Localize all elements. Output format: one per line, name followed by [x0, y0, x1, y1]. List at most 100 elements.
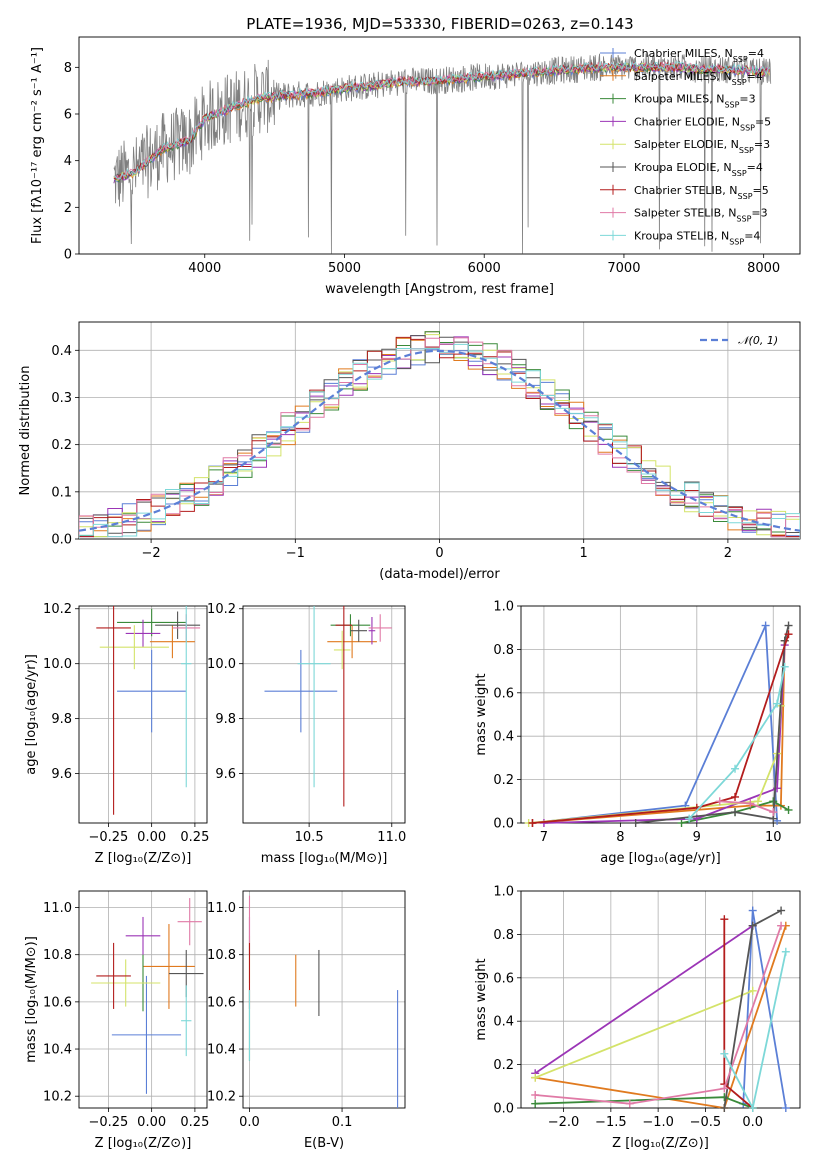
y-tick-label: 0.4	[51, 344, 72, 359]
x-tick-label: 0.25	[180, 1115, 209, 1130]
y-tick-label: 1.0	[493, 885, 514, 900]
x-tick-label: 9	[693, 830, 701, 845]
y-tick-label: 10.6	[43, 995, 72, 1010]
figure-title: PLATE=1936, MJD=53330, FIBERID=0263, z=0…	[246, 15, 633, 33]
y-tick-label: 11.0	[43, 901, 72, 916]
y-tick-label: 0.2	[493, 1058, 514, 1073]
y-tick-label: 0.1	[51, 485, 72, 500]
y-tick-label: 0.4	[493, 730, 514, 745]
y-tick-label: 0.0	[51, 533, 72, 548]
y-tick-label: 0.3	[51, 391, 72, 406]
y-tick-label: 0.2	[51, 438, 72, 453]
y-tick-label: 0.2	[493, 773, 514, 788]
age-vs-mass-panel: 10.5 11.0 9.6 9.8 10.0 10.2 mass [log₁₀(M/M⊙)]	[207, 602, 406, 866]
mass-weight-series-line	[681, 800, 789, 824]
legend-label: Chabrier MILES, NSSP=4	[634, 47, 764, 64]
y-axis-label: age [log₁₀(age/yr)]	[24, 654, 39, 775]
legend-label: Kroupa ELODIE, NSSP=4	[634, 161, 763, 178]
y-tick-label: 10.2	[207, 1090, 236, 1105]
y-tick-label: 0.6	[493, 686, 514, 701]
legend-label: Salpeter ELODIE, NSSP=3	[634, 138, 770, 155]
y-axis-label: mass weight	[474, 958, 489, 1040]
legend-label: 𝒩(0, 1)	[738, 334, 778, 347]
y-tick-label: 10.2	[43, 1090, 72, 1105]
mass-weight-series-line	[543, 645, 786, 824]
x-tick-label: −2.0	[548, 1115, 580, 1130]
y-tick-label: 10.8	[43, 948, 72, 963]
x-tick-label: 8	[616, 830, 624, 845]
y-tick-label: 6	[64, 108, 72, 123]
mass-weight-series-line	[534, 989, 754, 1079]
x-tick-label: 8000	[747, 261, 780, 276]
x-tick-label: 7000	[607, 261, 640, 276]
x-tick-label: 0.0	[742, 1115, 763, 1130]
y-tick-label: 10.2	[207, 602, 236, 617]
spectrum-panel: 4000 5000 6000 7000 8000 0 2 4 6 8 wavelength [Ang…	[30, 36, 801, 297]
x-tick-label: −0.25	[88, 1115, 128, 1130]
x-tick-label: 11.0	[377, 830, 406, 845]
x-tick-label: 2	[724, 546, 732, 561]
legend-label: Salpeter MILES, NSSP=4	[634, 70, 763, 87]
y-tick-label: 0.8	[493, 643, 514, 658]
x-tick-label: 5000	[328, 261, 361, 276]
plot-frame	[520, 605, 801, 824]
y-tick-label: 0	[64, 248, 72, 263]
mass-weight-series-line	[723, 951, 787, 1111]
x-tick-label: −1.5	[595, 1115, 627, 1130]
y-tick-label: 9.8	[51, 712, 72, 727]
x-tick-label: −0.5	[690, 1115, 722, 1130]
y-tick-label: 4	[64, 154, 72, 169]
x-tick-label: 0.1	[332, 1115, 353, 1130]
mass-weight-series-line	[532, 625, 778, 824]
y-tick-label: 0.4	[493, 1015, 514, 1030]
plot-frame	[242, 605, 406, 824]
y-tick-label: 10.6	[207, 995, 236, 1010]
y-tick-label: 0.6	[493, 971, 514, 986]
x-tick-label: 10.5	[295, 830, 324, 845]
y-tick-label: 10.2	[43, 602, 72, 617]
x-axis-label: E(B-V)	[304, 1136, 344, 1151]
x-tick-label: 7	[540, 830, 548, 845]
plot-frame	[520, 890, 801, 1109]
y-tick-label: 9.6	[51, 767, 72, 782]
observed-spectrum-line	[113, 53, 772, 254]
x-axis-label: Z [log₁₀(Z/Z⊙)]	[95, 1136, 192, 1151]
y-tick-label: 10.8	[207, 948, 236, 963]
legend-label: Kroupa STELIB, NSSP=4	[634, 229, 760, 246]
y-tick-label: 8	[64, 61, 72, 76]
y-tick-label: 10.0	[207, 657, 236, 672]
legend-label: Chabrier STELIB, NSSP=5	[634, 184, 769, 201]
x-tick-label: 6000	[468, 261, 501, 276]
residual-histogram-panel: −2 −1 0 1 2 0.0 0.1 0.2 0.3 0.4 (data-model)/error…	[18, 321, 801, 582]
y-axis-label: Normed distribution	[18, 366, 33, 496]
x-tick-label: 0.00	[137, 830, 166, 845]
x-tick-label: 1	[580, 546, 588, 561]
x-tick-label: 0.00	[137, 1115, 166, 1130]
y-axis-label: Flux [fλ10⁻¹⁷ erg cm⁻² s⁻¹ A⁻¹]	[30, 47, 45, 244]
y-tick-label: 10.4	[207, 1043, 236, 1058]
x-tick-label: 0	[435, 546, 443, 561]
mass-vs-metallicity-panel: −0.25 0.00 0.25 10.2 10.4 10.6 10.8 11.0 Z [log₁…	[24, 890, 209, 1151]
x-axis-label: Z [log₁₀(Z/Z⊙)]	[612, 1136, 709, 1151]
y-axis-label: mass [log₁₀(M/M⊙)]	[24, 936, 39, 1063]
y-tick-label: 11.0	[207, 901, 236, 916]
y-tick-label: 0.0	[493, 1102, 514, 1117]
y-tick-label: 0.8	[493, 928, 514, 943]
x-tick-label: −2	[142, 546, 161, 561]
plot-frame	[78, 605, 208, 824]
x-tick-label: 4000	[188, 261, 221, 276]
x-tick-label: −1.0	[642, 1115, 674, 1130]
x-tick-label: −1	[286, 546, 305, 561]
legend-label: Salpeter STELIB, NSSP=3	[634, 207, 768, 224]
age-vs-metallicity-panel: −0.25 0.00 0.25 9.6 9.8 10.0 10.2 Z [log₁₀(Z/Z⊙…	[24, 602, 209, 866]
legend-label: Kroupa MILES, NSSP=3	[634, 93, 756, 110]
x-axis-label: (data-model)/error	[379, 567, 500, 582]
plot-frame	[242, 890, 406, 1109]
mass-weight-series-line	[532, 640, 786, 824]
y-tick-label: 9.6	[215, 767, 236, 782]
x-tick-label: 0.0	[239, 1115, 260, 1130]
x-axis-label: mass [log₁₀(M/M⊙)]	[261, 851, 388, 866]
y-tick-label: 10.4	[43, 1043, 72, 1058]
mass-weight-series-line	[535, 925, 782, 1105]
mass-weight-vs-metallicity-panel: −2.0 −1.5 −1.0 −0.5 0.0 0.0 0.2 0.4 0.6 0.8 1.0 Z […	[474, 885, 801, 1151]
